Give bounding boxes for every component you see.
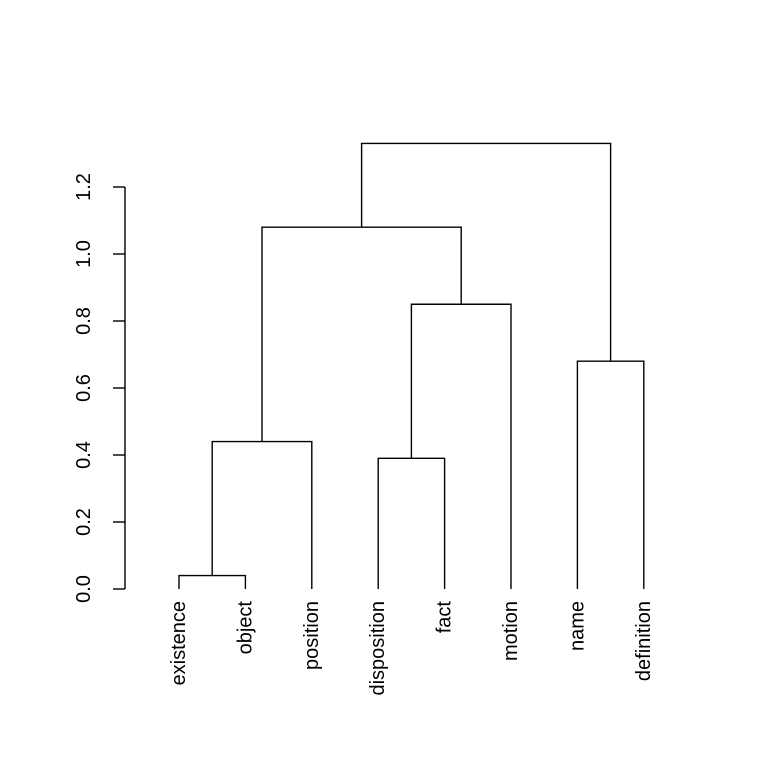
leaf-label-name: name (566, 601, 588, 651)
leaf-label-position: position (301, 601, 323, 670)
leaf-label-motion: motion (500, 601, 522, 661)
leaf-label-fact: fact (434, 601, 456, 634)
merge-branch-2 (211, 440, 313, 589)
merge-branch-7 (360, 142, 612, 362)
leaf-label-object: object (234, 601, 256, 655)
y-tick-label: 1.2 (73, 173, 95, 201)
y-tick-label: 0.6 (73, 374, 95, 402)
merge-branch-1 (178, 574, 247, 589)
y-tick-label: 0.0 (73, 575, 95, 603)
y-tick-label: 0.2 (73, 508, 95, 536)
leaf-label-disposition: disposition (367, 601, 389, 696)
merge-branch-4 (410, 303, 512, 589)
leaf-label-existence: existence (168, 601, 190, 686)
y-axis: 0.0 0.2 0.4 0.6 0.8 1.0 1.2 (73, 173, 126, 603)
y-tick-label: 1.0 (73, 240, 95, 268)
leaf-labels: existence object position disposition fact mo… (168, 601, 655, 696)
merge-branch-6 (576, 360, 645, 589)
dendrogram-branches (178, 142, 645, 589)
y-tick-label: 0.8 (73, 307, 95, 335)
leaf-label-definition: definition (633, 601, 655, 681)
merge-branch-5 (261, 226, 462, 442)
merge-branch-3 (377, 457, 446, 589)
y-tick-label: 0.4 (73, 441, 95, 469)
